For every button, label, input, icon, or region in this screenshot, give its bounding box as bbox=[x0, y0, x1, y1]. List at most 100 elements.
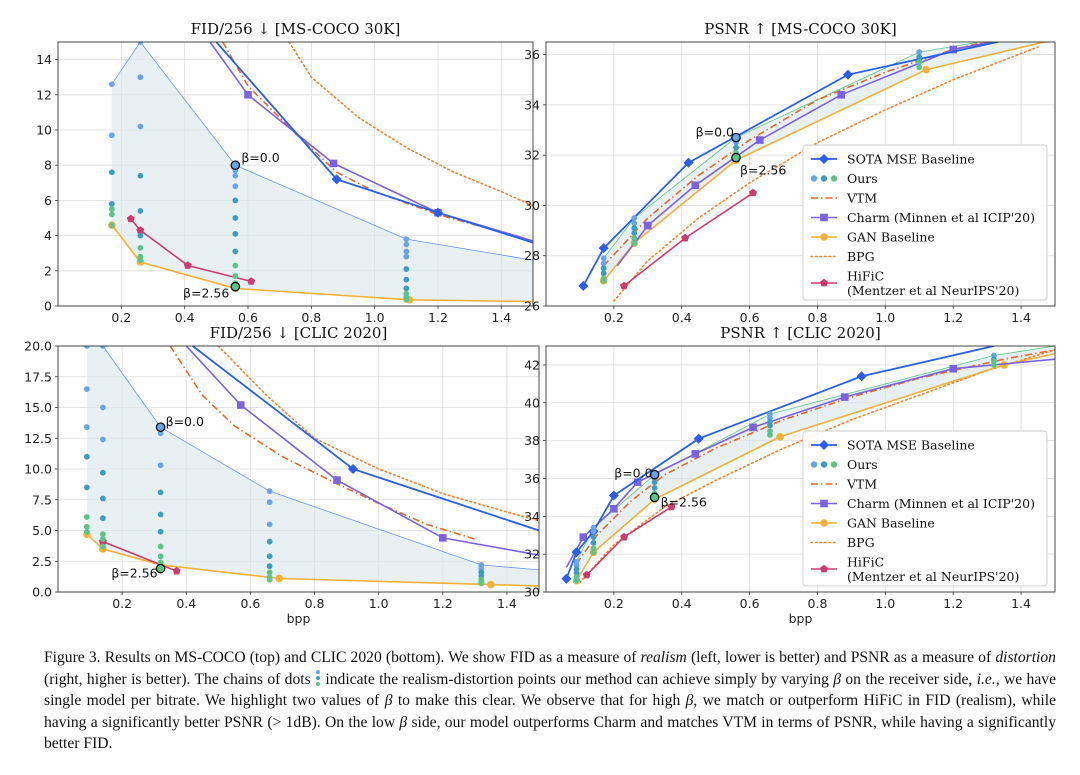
legend-ours-marker bbox=[820, 175, 828, 182]
legend-label-charm: Charm (Minnen et al ICIP'20) bbox=[847, 210, 1035, 225]
ours-point bbox=[83, 528, 90, 535]
ours-point bbox=[99, 536, 106, 543]
y-tick-label: 0.0 bbox=[32, 585, 52, 600]
legend-label-hific: HiFiC bbox=[847, 269, 884, 284]
x-tick-label: 1.0 bbox=[365, 310, 385, 325]
legend-ours-marker bbox=[820, 461, 828, 468]
ours-point bbox=[99, 436, 106, 443]
x-tick-label: 1.2 bbox=[943, 310, 963, 325]
ours-point bbox=[631, 215, 638, 221]
annotation-beta-256: β=2.56 bbox=[740, 163, 786, 178]
ours-point bbox=[403, 248, 410, 255]
sota-point bbox=[347, 463, 359, 475]
ours-point bbox=[157, 553, 164, 560]
ours-point bbox=[157, 528, 164, 535]
ours-point bbox=[232, 230, 239, 237]
y-tick-label: 42 bbox=[524, 357, 540, 372]
y-tick-label: 8 bbox=[44, 158, 52, 173]
ours-point bbox=[916, 64, 923, 71]
hific-point bbox=[620, 281, 628, 290]
beta-highlight-point bbox=[230, 160, 241, 171]
annotation-beta-0: β=0.0 bbox=[614, 466, 652, 481]
beta-highlight-point bbox=[230, 281, 241, 292]
chart-panel-3: β=0.0 β=2.56 0.2 0.4 0.6 0.8 1.0 1.2 1.4 0.0 2.5 5.… bbox=[24, 324, 540, 626]
ours-point bbox=[137, 208, 144, 214]
chart-panel-2: β=0.0 β=2.56 0.2 0.4 0.6 0.8 1.0 1.2 1.4 26 28 30 32… bbox=[524, 20, 1056, 325]
ours-point bbox=[651, 485, 658, 491]
sota-point bbox=[842, 69, 854, 80]
ours-point bbox=[631, 230, 638, 236]
ours-point bbox=[157, 543, 164, 550]
ours-point bbox=[403, 296, 410, 303]
ours-point bbox=[99, 469, 106, 476]
x-tick-label: 0.2 bbox=[604, 310, 624, 325]
ours-point bbox=[99, 543, 106, 550]
legend-box bbox=[802, 144, 1048, 301]
sota-point bbox=[571, 547, 582, 558]
x-tick-label: 0.4 bbox=[672, 310, 692, 325]
ours-point bbox=[266, 499, 273, 506]
legend-label-sota: SOTA MSE Baseline bbox=[847, 438, 975, 453]
legend: SOTA MSE Baseline Ours VTM Charm (Minnen et… bbox=[802, 144, 1048, 301]
ours-point bbox=[403, 241, 410, 248]
ours-point bbox=[108, 201, 115, 207]
ours-point bbox=[232, 197, 239, 204]
ours-point bbox=[99, 346, 106, 349]
charm-point bbox=[244, 91, 252, 99]
legend-label-gan: GAN Baseline bbox=[847, 230, 935, 245]
ours-point bbox=[108, 211, 115, 218]
ours-point bbox=[916, 59, 923, 66]
ours-point bbox=[266, 553, 273, 560]
ours-point bbox=[573, 577, 580, 584]
ours-point bbox=[600, 255, 607, 262]
sota-point bbox=[608, 490, 620, 501]
charm-point bbox=[691, 181, 700, 190]
ours-point bbox=[83, 386, 90, 392]
beta-highlight-point bbox=[155, 563, 166, 574]
ours-point bbox=[651, 479, 658, 486]
y-tick-label: 32 bbox=[524, 547, 540, 562]
x-tick-label: 0.8 bbox=[808, 310, 828, 325]
legend-label-ours: Ours bbox=[847, 457, 878, 472]
x-tick-label: 1.4 bbox=[1011, 310, 1031, 325]
realism-region bbox=[111, 42, 533, 302]
series-hific bbox=[130, 218, 252, 283]
charm-point bbox=[949, 45, 957, 54]
ours-point bbox=[403, 236, 410, 243]
ours-envelope-line bbox=[86, 346, 539, 571]
y-tick-label: 36 bbox=[524, 47, 540, 62]
x-tick-label: 0.6 bbox=[740, 310, 760, 325]
ours-point bbox=[266, 488, 273, 495]
series-sota bbox=[215, 42, 533, 244]
sota-point bbox=[578, 280, 589, 292]
ours-point bbox=[266, 521, 273, 528]
series-bpg bbox=[613, 46, 1039, 302]
charm-point bbox=[633, 478, 642, 487]
ours-point bbox=[99, 531, 106, 538]
gan-point bbox=[487, 580, 495, 589]
plot-area bbox=[578, 42, 1048, 302]
x-tick-label: 1.2 bbox=[428, 310, 448, 325]
beta-highlight-point bbox=[731, 132, 741, 143]
legend-label-hific-ref: (Mentzer et al NeurIPS'20) bbox=[847, 283, 1019, 298]
ours-point bbox=[916, 49, 923, 55]
ours-point bbox=[232, 215, 239, 221]
ours-point bbox=[83, 514, 90, 520]
ours-point bbox=[137, 172, 144, 179]
y-tick-label: 12.5 bbox=[24, 431, 52, 446]
ours-point bbox=[478, 580, 485, 587]
y-tick-label: 15.0 bbox=[24, 400, 52, 415]
axes-frame bbox=[545, 41, 1056, 307]
y-tick-label: 10 bbox=[36, 123, 52, 138]
charm-point bbox=[333, 476, 341, 484]
x-tick-label: 0.8 bbox=[305, 596, 325, 611]
series-vtm bbox=[169, 346, 476, 540]
x-tick-label: 0.4 bbox=[175, 310, 195, 325]
gan-point bbox=[275, 574, 284, 583]
ours-point bbox=[157, 462, 164, 469]
legend: SOTA MSE Baseline Ours VTM Charm (Minnen et… bbox=[802, 430, 1048, 587]
legend-label-sota: SOTA MSE Baseline bbox=[847, 152, 975, 167]
legend-ours-marker bbox=[830, 175, 838, 182]
realism-region bbox=[86, 346, 539, 586]
annotation-beta-0: β=0.0 bbox=[241, 150, 279, 165]
